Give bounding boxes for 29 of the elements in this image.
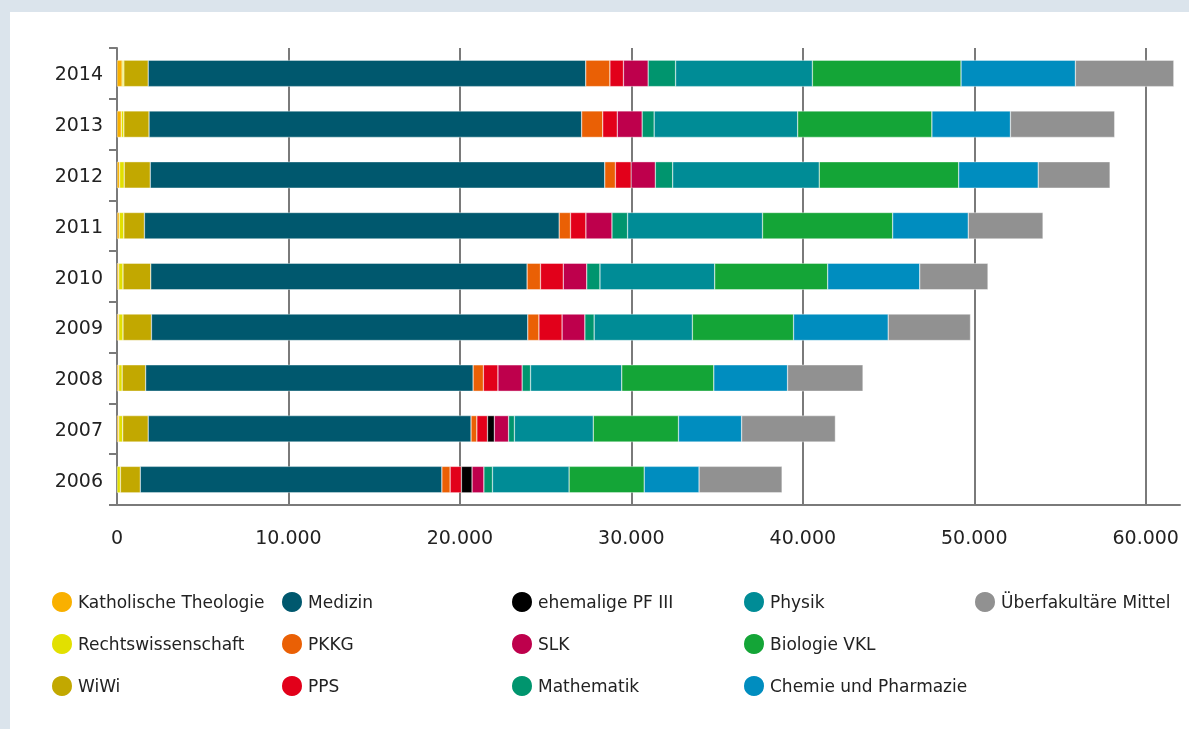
legend-label: SLK (538, 634, 571, 654)
y-tick-label: 2013 (54, 113, 103, 136)
x-tick-label: 0 (110, 525, 124, 548)
legend-label: Rechtswissenschaft (78, 634, 245, 654)
legend-label: PKKG (308, 634, 354, 654)
y-tick-label: 2010 (54, 265, 103, 288)
legend-label: Mathematik (538, 676, 640, 696)
legend-label: Chemie und Pharmazie (770, 676, 968, 696)
x-tick-label: 10.000 (255, 525, 322, 548)
y-tick-label: 2012 (54, 163, 103, 186)
legend-label: ehemalige PF III (538, 592, 674, 612)
x-tick-label: 20.000 (426, 525, 494, 548)
x-tick-label: 40.000 (769, 525, 837, 548)
y-tick-label: 2011 (54, 214, 103, 237)
y-tick-label: 2014 (54, 62, 103, 85)
legend-label: Physik (770, 592, 825, 612)
y-tick-label: 2009 (54, 316, 103, 339)
x-tick-label: 50.000 (941, 525, 1008, 548)
y-tick-label: 2008 (54, 367, 103, 390)
y-tick-label: 2006 (54, 468, 103, 491)
legend-label: Überfakultäre Mittel (1001, 591, 1171, 612)
legend-label: Medizin (308, 592, 374, 612)
y-tick-label: 2007 (54, 417, 103, 440)
x-tick-label: 30.000 (598, 525, 665, 548)
legend-label: Katholische Theologie (78, 592, 265, 612)
legend-label: Biologie VKL (770, 634, 877, 654)
legend-label: PPS (308, 676, 340, 696)
legend-label: WiWi (78, 676, 121, 696)
x-tick-label: 60.000 (1112, 525, 1179, 548)
